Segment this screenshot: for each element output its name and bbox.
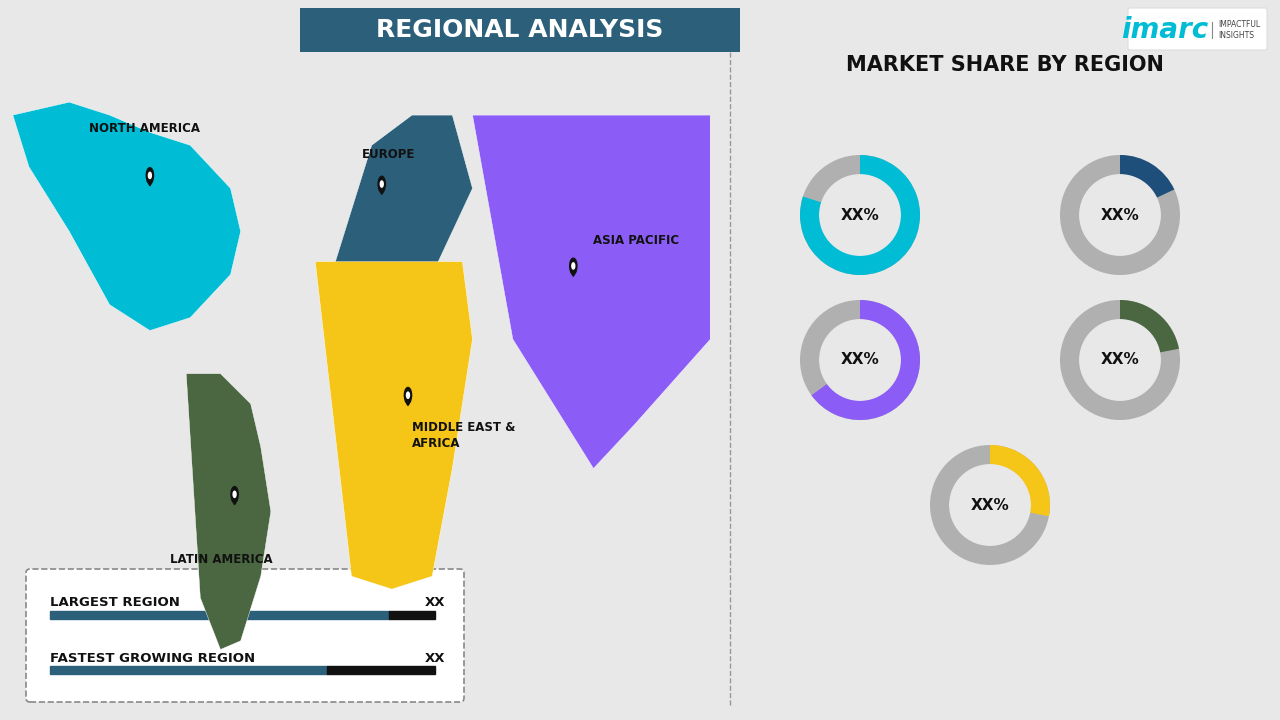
Text: XX%: XX% [841, 207, 879, 222]
Wedge shape [800, 300, 920, 420]
FancyBboxPatch shape [1128, 8, 1267, 50]
Text: XX: XX [425, 596, 445, 610]
Text: XX%: XX% [841, 353, 879, 367]
Circle shape [148, 172, 151, 179]
Wedge shape [812, 300, 920, 420]
FancyBboxPatch shape [26, 569, 465, 702]
Text: LATIN AMERICA: LATIN AMERICA [170, 553, 273, 567]
Text: EUROPE: EUROPE [362, 148, 415, 161]
Circle shape [819, 175, 900, 255]
Text: MIDDLE EAST &
AFRICA: MIDDLE EAST & AFRICA [412, 421, 516, 450]
Polygon shape [232, 500, 237, 505]
Text: IMPACTFUL
INSIGHTS: IMPACTFUL INSIGHTS [1219, 20, 1260, 40]
Wedge shape [1060, 155, 1180, 275]
Circle shape [233, 491, 236, 498]
Bar [50, 611, 389, 619]
Wedge shape [1120, 300, 1179, 353]
Circle shape [1080, 175, 1160, 255]
Circle shape [146, 168, 154, 183]
Circle shape [950, 465, 1030, 545]
Text: XX%: XX% [970, 498, 1010, 513]
Polygon shape [315, 261, 472, 589]
Polygon shape [472, 115, 710, 469]
Wedge shape [800, 155, 920, 275]
Circle shape [819, 320, 900, 400]
Wedge shape [1060, 300, 1180, 420]
Polygon shape [571, 271, 576, 276]
Text: XX%: XX% [1101, 353, 1139, 367]
Text: imarc: imarc [1121, 16, 1208, 44]
Circle shape [378, 176, 385, 192]
Bar [50, 666, 328, 674]
Circle shape [380, 181, 383, 187]
Bar [389, 611, 435, 619]
Circle shape [407, 392, 410, 398]
Circle shape [230, 487, 238, 502]
Text: NORTH AMERICA: NORTH AMERICA [90, 122, 201, 135]
Bar [730, 0, 1280, 720]
Polygon shape [186, 374, 271, 649]
Circle shape [570, 258, 577, 274]
Circle shape [572, 263, 575, 269]
Polygon shape [332, 115, 472, 274]
Circle shape [404, 387, 412, 403]
Bar [328, 666, 435, 674]
Text: REGIONAL ANALYSIS: REGIONAL ANALYSIS [376, 18, 664, 42]
Circle shape [1080, 320, 1160, 400]
Wedge shape [931, 445, 1050, 565]
Text: LARGEST REGION: LARGEST REGION [50, 596, 180, 610]
Text: FASTEST GROWING REGION: FASTEST GROWING REGION [50, 652, 255, 665]
Polygon shape [379, 189, 384, 194]
Wedge shape [800, 155, 920, 275]
Polygon shape [13, 102, 241, 330]
Polygon shape [147, 181, 152, 186]
Text: MARKET SHARE BY REGION: MARKET SHARE BY REGION [846, 55, 1164, 75]
FancyBboxPatch shape [300, 8, 740, 52]
Text: XX: XX [425, 652, 445, 665]
Polygon shape [406, 401, 411, 405]
Wedge shape [989, 445, 1050, 516]
Text: XX%: XX% [1101, 207, 1139, 222]
Text: ASIA PACIFIC: ASIA PACIFIC [594, 235, 680, 248]
Wedge shape [1120, 155, 1174, 198]
